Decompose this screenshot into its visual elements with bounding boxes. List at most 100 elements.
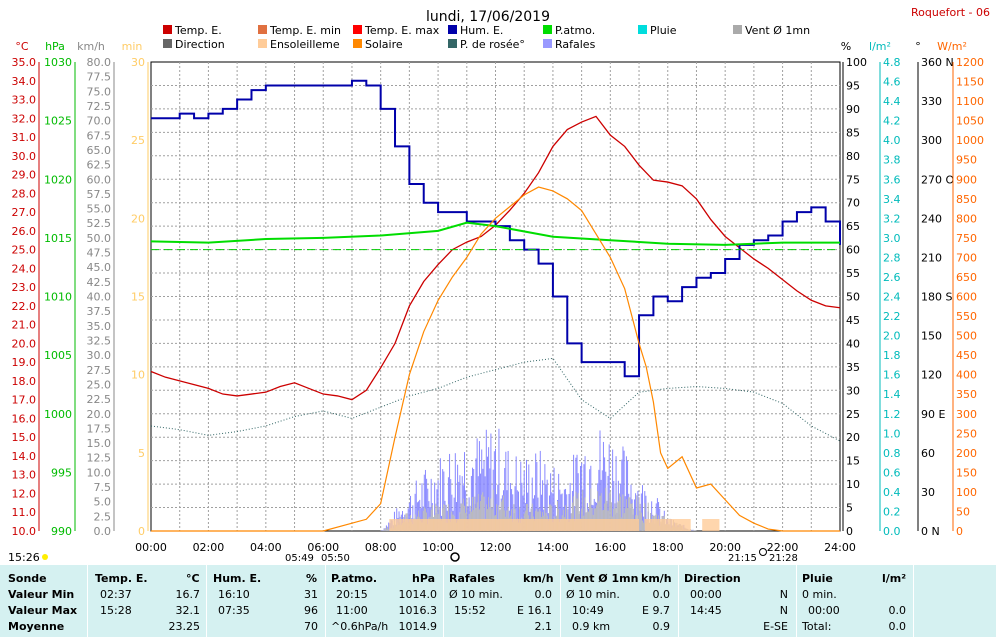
tick-direction: 90 E	[921, 408, 945, 421]
tick-direction: 0 N	[921, 525, 940, 538]
tick-wind: 60.0	[87, 173, 112, 186]
tick-rain: 0.8	[883, 447, 901, 460]
temp-max-time: 15:28	[100, 604, 132, 617]
tick-temp: 13.0	[12, 469, 37, 482]
sun-icon	[42, 554, 48, 560]
tick-direction: 30	[921, 486, 935, 499]
tick-humidity: 100	[846, 56, 867, 69]
x-tick-label: 24:00	[824, 541, 856, 554]
temp-unit: °C	[186, 572, 200, 585]
tick-temp: 18.0	[12, 375, 37, 388]
tick-wind: 20.0	[87, 408, 112, 421]
legend-label: Temp. E.	[174, 24, 222, 37]
tick-wind: 70.0	[87, 115, 112, 128]
tick-rain: 1.0	[883, 427, 901, 440]
tick-pressure: 990	[51, 525, 72, 538]
x-tick-label: 06:00	[307, 541, 339, 554]
temp-header: Temp. E.	[95, 572, 148, 585]
tick-pressure: 1025	[44, 115, 72, 128]
tick-sun: 10	[131, 369, 145, 382]
x-tick-label: 04:00	[250, 541, 282, 554]
tick-temp: 15.0	[12, 431, 37, 444]
tick-humidity: 15	[846, 455, 860, 468]
tick-humidity: 25	[846, 408, 860, 421]
tick-wind: 35.0	[87, 320, 112, 333]
tick-wind: 52.5	[87, 217, 112, 230]
tick-pressure: 995	[51, 466, 72, 479]
tick-temp: 23.0	[12, 281, 37, 294]
x-tick-label: 16:00	[594, 541, 626, 554]
tick-solar: 200	[956, 447, 977, 460]
tick-wind: 55.0	[87, 203, 112, 216]
x-tick-label: 12:00	[480, 541, 512, 554]
rafales-unit: km/h	[523, 572, 554, 585]
unit-sun: min	[122, 40, 143, 53]
tick-temp: 26.0	[12, 225, 37, 238]
vent-max-time: 10:49	[572, 604, 604, 617]
legend: Temp. E. Temp. E. min Temp. E. max Hum. E. P…	[163, 24, 810, 51]
unit-solar: W/m²	[937, 40, 967, 53]
hum-header: Hum. E.	[213, 572, 262, 585]
tick-direction: 150	[921, 330, 942, 343]
vent-row1-label: Ø 10 min.	[566, 588, 620, 601]
rafales-max-value: E 16.1	[517, 604, 552, 617]
tick-wind: 22.5	[87, 393, 112, 406]
tick-sun: 15	[131, 291, 145, 304]
x-tick-label: 08:00	[365, 541, 397, 554]
tick-wind: 67.5	[87, 129, 112, 142]
legend-swatch	[163, 39, 172, 48]
midnight-marker-icon	[759, 548, 767, 556]
unit-rain: l/m²	[869, 40, 891, 53]
tick-temp: 14.0	[12, 450, 37, 463]
tick-humidity: 10	[846, 478, 860, 491]
direction-avg-value: E-SE	[763, 620, 788, 633]
tick-temp: 31.0	[12, 131, 37, 144]
tick-temp: 35.0	[12, 56, 37, 69]
axis-units: °C hPa km/h min% l/m² ° W/m²	[15, 40, 966, 53]
axes: 35.0 34.0 33.0 32.0 31.0 30.0 29.0 28.0 27.0 26.0…	[12, 56, 985, 538]
tick-rain: 2.8	[883, 251, 901, 264]
pluie-max-time: 00:00	[808, 604, 840, 617]
tick-wind: 37.5	[87, 305, 112, 318]
row-label-min: Valeur Min	[8, 588, 75, 601]
tick-wind: 30.0	[87, 349, 112, 362]
weather-chart: lundi, 17/06/2019 Roquefort - 06 Temp. E…	[8, 6, 990, 564]
series-line-solaire	[151, 186, 840, 532]
tick-humidity: 50	[846, 291, 860, 304]
tick-temp: 16.0	[12, 412, 37, 425]
tick-wind: 15.0	[87, 437, 112, 450]
tick-wind: 10.0	[87, 466, 112, 479]
temp-avg-value: 23.25	[168, 620, 201, 633]
tick-rain: 3.0	[883, 232, 901, 245]
tick-rain: 2.4	[883, 291, 901, 304]
legend-label: Direction	[175, 38, 225, 51]
tick-solar: 500	[956, 330, 977, 343]
tick-temp: 19.0	[12, 356, 37, 369]
direction-max-value: N	[779, 604, 788, 617]
legend-label: Hum. E.	[460, 24, 503, 37]
tick-temp: 33.0	[12, 94, 37, 107]
tick-temp: 22.0	[12, 300, 37, 313]
tick-humidity: 55	[846, 267, 860, 280]
unit-humidity: %	[841, 40, 851, 53]
tick-humidity: 70	[846, 197, 860, 210]
tick-solar: 800	[956, 212, 977, 225]
tick-solar: 1000	[956, 134, 984, 147]
tick-solar: 950	[956, 154, 977, 167]
patmo-max-time: 11:00	[336, 604, 368, 617]
tick-solar: 50	[956, 505, 970, 518]
tick-temp: 24.0	[12, 262, 37, 275]
pluie-max-value: 0.0	[888, 604, 907, 617]
row-label-avg: Moyenne	[8, 620, 65, 633]
tick-solar: 300	[956, 408, 977, 421]
temp-min-time: 02:37	[100, 588, 132, 601]
x-tick-label: 22:00	[767, 541, 799, 554]
tick-rain: 1.4	[883, 388, 901, 401]
temp-min-value: 16.7	[175, 588, 201, 601]
tick-humidity: 75	[846, 173, 860, 186]
vent-row1-value: 0.0	[652, 588, 671, 601]
tick-wind: 45.0	[87, 261, 112, 274]
legend-swatch	[353, 39, 362, 48]
tick-humidity: 45	[846, 314, 860, 327]
sonde-header: Sonde	[8, 572, 47, 585]
